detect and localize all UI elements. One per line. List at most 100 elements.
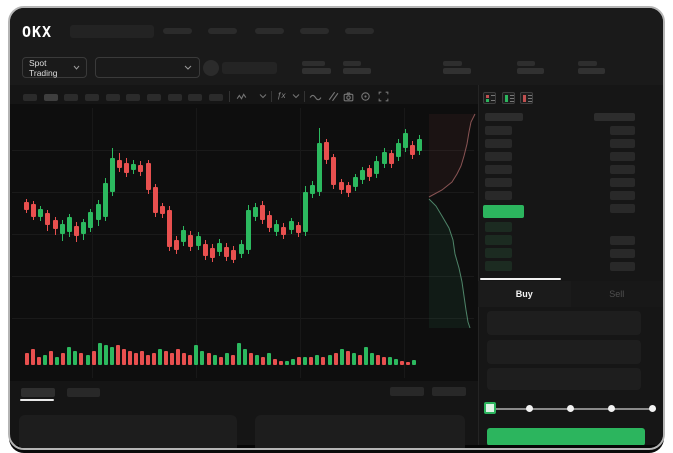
- timeframe-placeholder[interactable]: [23, 94, 37, 101]
- candle: [395, 143, 401, 157]
- candle: [24, 202, 29, 210]
- candle: [267, 215, 273, 228]
- candle: [374, 161, 380, 174]
- nav-item-placeholder[interactable]: [345, 28, 374, 34]
- search-bar-placeholder[interactable]: [70, 25, 154, 38]
- candle: [174, 240, 180, 250]
- volume-bar: [133, 353, 138, 365]
- candle: [252, 207, 258, 217]
- nav-item-placeholder[interactable]: [208, 28, 237, 34]
- line-tool-icon[interactable]: [309, 90, 322, 103]
- nav-item-placeholder[interactable]: [163, 28, 192, 34]
- candle: [74, 226, 80, 236]
- slider-step-dot[interactable]: [567, 405, 574, 412]
- volume-bar: [394, 359, 399, 365]
- market-type-dropdown[interactable]: Spot Trading: [22, 57, 87, 78]
- candle: [302, 192, 308, 232]
- toolbar-divider: [271, 91, 272, 102]
- volume-bar: [315, 355, 320, 365]
- bottom-panel-placeholder: [255, 415, 465, 448]
- ticker-stat-label-placeholder: [302, 61, 325, 66]
- candle: [167, 210, 172, 247]
- volume-bar: [285, 361, 290, 365]
- volume-bar: [224, 353, 229, 365]
- ticker-stat-value-placeholder: [443, 68, 471, 74]
- volume-bar: [321, 357, 326, 365]
- tab-buy[interactable]: Buy: [478, 281, 571, 307]
- snapshot-camera-icon[interactable]: [342, 90, 355, 103]
- volume-bar: [309, 357, 314, 365]
- candle: [38, 209, 44, 217]
- candle: [238, 244, 244, 254]
- gridline: [300, 108, 301, 378]
- timeframe-placeholder[interactable]: [209, 94, 223, 101]
- chevron-down-icon[interactable]: [291, 92, 301, 100]
- settings-gear-icon[interactable]: [359, 90, 372, 103]
- candle: [245, 210, 251, 250]
- volume-bar: [369, 353, 374, 365]
- place-order-button[interactable]: [487, 428, 645, 446]
- okx-logo[interactable]: OKX: [22, 23, 53, 41]
- volume-bar: [260, 357, 265, 365]
- candle: [181, 230, 187, 242]
- volume-bar: [375, 355, 380, 365]
- bottom-tab-placeholder[interactable]: [67, 388, 100, 397]
- timeframe-placeholder[interactable]: [106, 94, 120, 101]
- candle: [217, 243, 223, 252]
- volume-bar: [61, 353, 66, 365]
- ask-row-placeholder: [485, 113, 523, 121]
- volume-bar: [218, 357, 223, 365]
- volume-bar: [400, 361, 405, 365]
- fullscreen-icon[interactable]: [377, 90, 390, 103]
- chevron-down-icon: [73, 65, 80, 70]
- orderbook-layout-bids-icon[interactable]: [502, 92, 515, 104]
- timeframe-placeholder[interactable]: [147, 94, 161, 101]
- timeframe-placeholder-selected[interactable]: [44, 94, 58, 101]
- timeframe-placeholder[interactable]: [188, 94, 202, 101]
- bottom-action-placeholder[interactable]: [432, 387, 466, 396]
- pair-selector-dropdown[interactable]: [95, 57, 200, 78]
- indicators-icon[interactable]: ƒx: [277, 91, 286, 100]
- timeframe-placeholder[interactable]: [85, 94, 99, 101]
- volume-bar: [43, 355, 48, 365]
- order-price-field-placeholder[interactable]: [487, 311, 641, 335]
- timeframe-placeholder[interactable]: [64, 94, 78, 101]
- candle: [81, 222, 87, 234]
- last-price-highlight: [483, 205, 524, 218]
- volume-bar: [25, 353, 29, 365]
- bottom-action-placeholder[interactable]: [390, 387, 424, 396]
- orderbook-amount-placeholder: [610, 191, 635, 200]
- depth-chart: [428, 113, 476, 329]
- slider-step-dot[interactable]: [649, 405, 656, 412]
- tab-sell[interactable]: Sell: [609, 289, 625, 299]
- candle: [338, 182, 344, 190]
- compare-icon[interactable]: [326, 90, 339, 103]
- candle: [102, 183, 108, 217]
- pair-name-placeholder: [222, 62, 277, 74]
- nav-item-placeholder[interactable]: [300, 28, 329, 34]
- nav-item-placeholder[interactable]: [255, 28, 284, 34]
- candle: [138, 165, 144, 172]
- slider-step-dot[interactable]: [526, 405, 533, 412]
- timeframe-placeholder[interactable]: [168, 94, 182, 101]
- chevron-down-icon[interactable]: [258, 92, 268, 100]
- slider-step-dot[interactable]: [608, 405, 615, 412]
- amount-slider-handle[interactable]: [484, 402, 496, 414]
- order-total-field-placeholder[interactable]: [487, 368, 641, 390]
- ticker-stat-value-placeholder: [517, 68, 544, 74]
- timeframe-placeholder[interactable]: [126, 94, 140, 101]
- candle: [152, 187, 158, 213]
- volume-bar: [152, 353, 157, 365]
- volume-bar: [388, 357, 392, 365]
- orderbook-layout-asks-icon[interactable]: [520, 92, 533, 104]
- candle-type-icon[interactable]: [235, 90, 248, 103]
- candle: [417, 139, 423, 151]
- volume-bar: [273, 359, 278, 365]
- orderbook-layout-combined-icon[interactable]: [483, 92, 496, 104]
- volume-bar: [412, 360, 417, 365]
- volume-bar: [55, 357, 60, 365]
- candle: [95, 204, 101, 220]
- order-amount-field-placeholder[interactable]: [487, 340, 641, 364]
- bottom-tab-active-placeholder[interactable]: [21, 388, 55, 397]
